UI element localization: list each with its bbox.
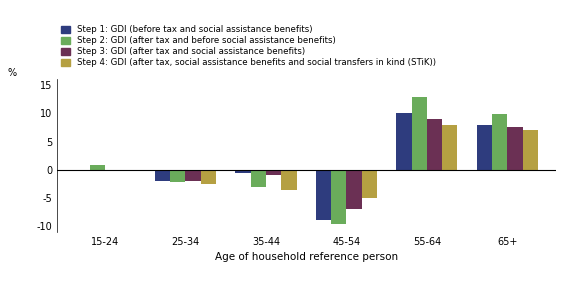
Bar xyxy=(346,170,362,209)
Bar xyxy=(477,125,492,170)
Bar xyxy=(396,113,412,170)
Legend: Step 1: GDI (before tax and social assistance benefits), Step 2: GDI (after tax : Step 1: GDI (before tax and social assis… xyxy=(61,25,435,67)
Bar xyxy=(235,170,251,173)
Bar xyxy=(523,130,538,170)
Bar xyxy=(442,125,458,170)
Bar xyxy=(507,127,523,170)
Bar xyxy=(412,97,427,170)
Bar xyxy=(251,170,266,187)
Bar xyxy=(362,170,377,198)
Bar xyxy=(155,170,170,181)
Bar xyxy=(331,170,346,224)
Bar xyxy=(201,170,216,184)
Text: %: % xyxy=(8,68,17,78)
Bar xyxy=(316,170,331,220)
Bar xyxy=(120,170,136,171)
Bar xyxy=(105,170,120,171)
Bar xyxy=(74,170,90,171)
Bar xyxy=(492,114,507,170)
Bar xyxy=(266,170,281,175)
X-axis label: Age of household reference person: Age of household reference person xyxy=(215,252,397,262)
Bar xyxy=(170,170,185,182)
Bar xyxy=(427,119,442,170)
Bar xyxy=(90,165,105,170)
Bar xyxy=(281,170,297,190)
Bar xyxy=(185,170,201,181)
